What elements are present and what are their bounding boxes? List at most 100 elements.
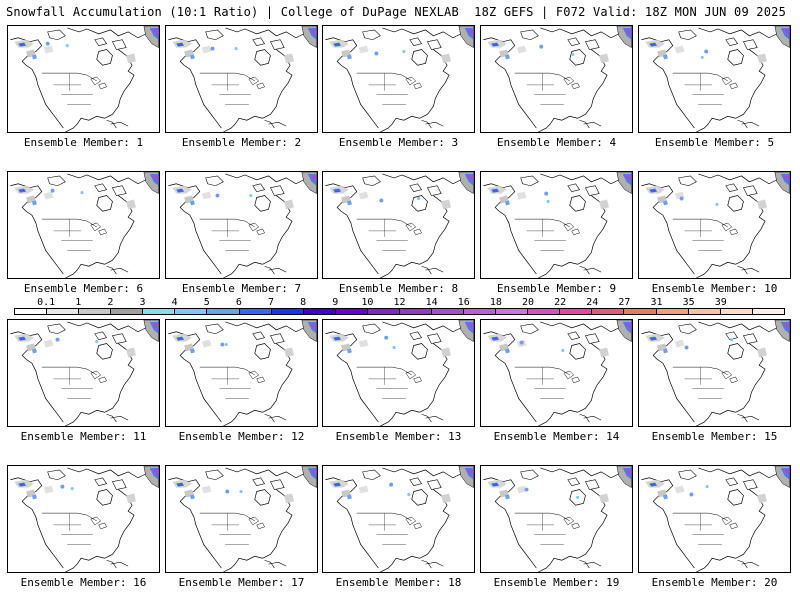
scale-color-box (79, 309, 112, 314)
scale-color-boxes (14, 308, 785, 315)
ensemble-panel (322, 25, 475, 133)
scale-color-box (175, 309, 208, 314)
north-america-map (481, 26, 632, 132)
ensemble-panel (7, 465, 160, 573)
scale-tick-label: 24 (586, 297, 599, 308)
ensemble-member-label: Ensemble Member: 20 (651, 576, 778, 589)
scale-tick-label: 9 (332, 297, 339, 308)
north-america-map (639, 26, 790, 132)
scale-color-box (624, 309, 657, 314)
scale-tick-label: 20 (521, 297, 535, 308)
ensemble-member-label: Ensemble Member: 7 (181, 282, 302, 295)
scale-color-box (15, 309, 48, 314)
scale-color-box (271, 309, 304, 314)
ensemble-member-label: Ensemble Member: 19 (493, 576, 620, 589)
north-america-map (481, 172, 632, 278)
ensemble-member-label: Ensemble Member: 5 (654, 136, 775, 149)
scale-tick-label: 27 (618, 297, 631, 308)
scale-tick-label: 39 (714, 297, 727, 308)
ensemble-panel (638, 465, 791, 573)
north-america-map (166, 320, 317, 426)
north-america-map (639, 466, 790, 572)
scale-color-box (464, 309, 497, 314)
north-america-map (323, 26, 474, 132)
ensemble-panel (165, 465, 318, 573)
ensemble-panel (322, 171, 475, 279)
scale-color-box (303, 309, 336, 314)
ensemble-member-label: Ensemble Member: 14 (493, 430, 620, 443)
north-america-map (639, 172, 790, 278)
ensemble-member-label: Ensemble Member: 2 (181, 136, 302, 149)
scale-tick-label: 31 (650, 297, 663, 308)
scale-color-box (496, 309, 529, 314)
ensemble-member-label: Ensemble Member: 13 (335, 430, 462, 443)
ensemble-panel (7, 319, 160, 427)
scale-color-box (528, 309, 561, 314)
map-title: Snowfall Accumulation (10:1 Ratio) | Col… (6, 5, 459, 19)
ensemble-panel (480, 465, 633, 573)
run-info: 18Z GEFS | F072 Valid: 18Z MON JUN 09 20… (474, 5, 786, 19)
ensemble-panel (322, 465, 475, 573)
ensemble-member-label: Ensemble Member: 1 (23, 136, 144, 149)
ensemble-member-label: Ensemble Member: 12 (178, 430, 305, 443)
north-america-map (323, 172, 474, 278)
scale-color-box (111, 309, 144, 314)
ensemble-panel (638, 171, 791, 279)
ensemble-panel (7, 171, 160, 279)
north-america-map (166, 172, 317, 278)
scale-tick-labels: 0.1 1 2 3 4 5 6 7 8 9 10 12 14 16 18 20 22 24 27 31 35 39 (14, 297, 785, 308)
scale-tick-label: 5 (203, 297, 210, 308)
ensemble-member-label: Ensemble Member: 15 (651, 430, 778, 443)
scale-tick-label: 16 (457, 297, 470, 308)
scale-color-box (367, 309, 400, 314)
ensemble-panel (638, 319, 791, 427)
ensemble-member-label: Ensemble Member: 9 (496, 282, 617, 295)
ensemble-member-label: Ensemble Member: 18 (335, 576, 462, 589)
north-america-map (639, 320, 790, 426)
scale-color-box (688, 309, 721, 314)
scale-tick-label: 0.1 (37, 297, 56, 308)
ensemble-member-label: Ensemble Member: 17 (178, 576, 305, 589)
ensemble-panel (480, 171, 633, 279)
scale-tick-label: 10 (361, 297, 374, 308)
scale-color-box (752, 309, 784, 314)
scale-tick-label: 22 (554, 297, 567, 308)
scale-tick-label: 12 (393, 297, 406, 308)
scale-tick-label: 6 (235, 297, 242, 308)
scale-color-box (592, 309, 625, 314)
ensemble-panel (165, 25, 318, 133)
scale-color-box (239, 309, 272, 314)
north-america-map (323, 466, 474, 572)
ensemble-member-label: Ensemble Member: 4 (496, 136, 617, 149)
scale-color-box (560, 309, 593, 314)
scale-tick-label: 4 (171, 297, 178, 308)
ensemble-panel (7, 25, 160, 133)
north-america-map (8, 320, 159, 426)
scale-color-box (207, 309, 240, 314)
north-america-map (323, 320, 474, 426)
ensemble-panel (480, 319, 633, 427)
ensemble-panel (638, 25, 791, 133)
scale-tick-label: 2 (107, 297, 114, 308)
ensemble-member-label: Ensemble Member: 16 (20, 576, 147, 589)
scale-tick-label: 14 (425, 297, 438, 308)
scale-tick-label: 8 (300, 297, 307, 308)
scale-color-box (399, 309, 433, 314)
ensemble-panel (322, 319, 475, 427)
ensemble-member-label: Ensemble Member: 11 (20, 430, 147, 443)
north-america-map (8, 466, 159, 572)
north-america-map (8, 26, 159, 132)
scale-color-box (432, 309, 465, 314)
ensemble-member-label: Ensemble Member: 10 (651, 282, 778, 295)
ensemble-panel (165, 319, 318, 427)
ensemble-member-label: Ensemble Member: 6 (23, 282, 144, 295)
ensemble-panel (165, 171, 318, 279)
scale-color-box (335, 309, 368, 314)
ensemble-panel (480, 25, 633, 133)
north-america-map (166, 466, 317, 572)
ensemble-member-label: Ensemble Member: 8 (338, 282, 459, 295)
scale-color-box (143, 309, 176, 314)
north-america-map (8, 172, 159, 278)
scale-tick-label: 7 (267, 297, 274, 308)
snowfall-color-scale: 0.1 1 2 3 4 5 6 7 8 9 10 12 14 16 18 20 22 24 27 31 35 39 (14, 297, 785, 317)
